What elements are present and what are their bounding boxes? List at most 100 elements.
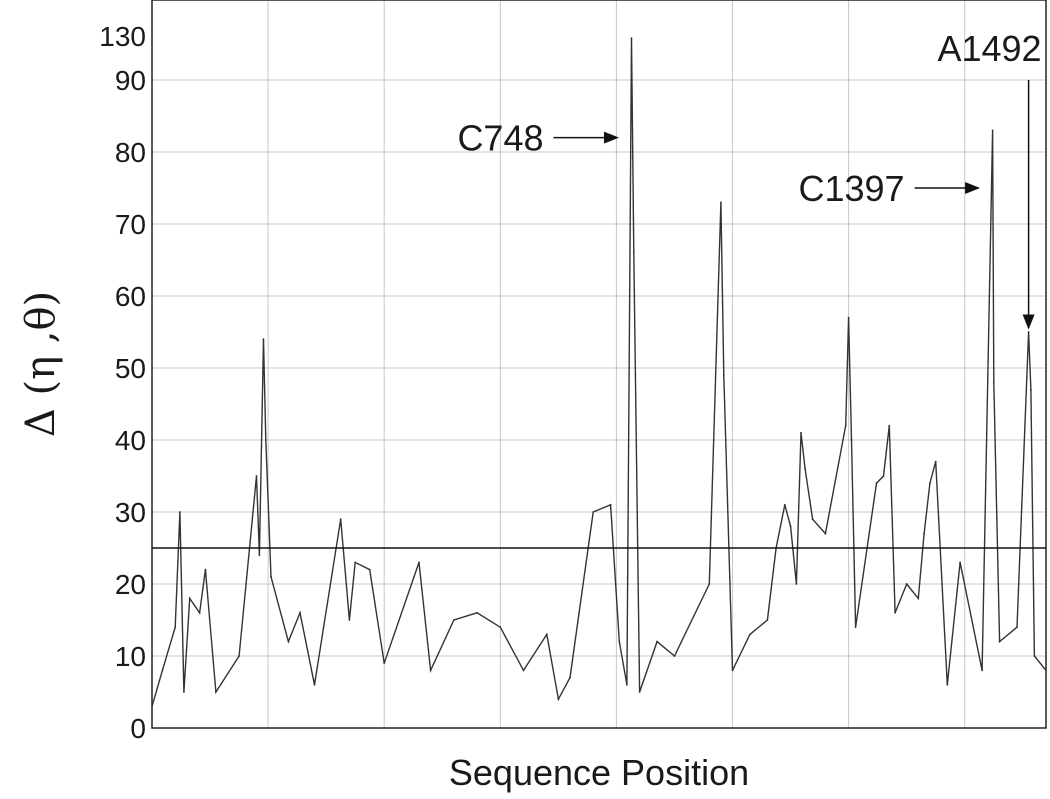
- data-point: [946, 683, 949, 686]
- y-tick-label: 80: [115, 137, 146, 168]
- data-point: [656, 640, 658, 643]
- annotation-label: A1492: [937, 28, 1041, 69]
- y-tick-label: 30: [115, 497, 146, 528]
- data-point: [262, 338, 265, 341]
- data-point: [630, 37, 633, 40]
- data-point: [368, 568, 371, 571]
- data-point: [255, 475, 258, 477]
- data-point: [383, 662, 386, 665]
- data-point: [1030, 388, 1032, 391]
- data-point: [522, 669, 525, 672]
- data-point: [720, 201, 722, 204]
- data-point: [545, 633, 548, 636]
- annotation-label: C748: [457, 118, 543, 159]
- data-point: [429, 669, 432, 672]
- data-point: [452, 619, 455, 621]
- data-point: [1027, 331, 1030, 333]
- data-point: [354, 561, 357, 564]
- data-point: [1016, 626, 1018, 629]
- y-tick-label: 60: [115, 281, 146, 312]
- data-point: [917, 597, 920, 600]
- data-point: [632, 251, 635, 254]
- data-point: [928, 482, 931, 485]
- data-point: [238, 655, 240, 657]
- data-point: [854, 626, 857, 629]
- data-point: [174, 626, 177, 629]
- annotations: C748 C1397 A1492: [457, 28, 1042, 330]
- data-point: [339, 518, 342, 521]
- data-point: [749, 633, 751, 636]
- data-point: [161, 669, 164, 672]
- y-tick-labels: 0 10 20 30 40 50 60 70 80 90 130: [99, 21, 146, 744]
- data-point: [188, 597, 191, 600]
- data-point: [824, 532, 827, 535]
- data-point: [959, 561, 961, 564]
- data-point: [847, 316, 850, 319]
- data-point: [998, 640, 1001, 643]
- data-point: [204, 568, 207, 571]
- data-point: [183, 691, 185, 693]
- y-tick-label: 90: [115, 65, 146, 96]
- y-tick-label: 70: [115, 209, 146, 240]
- grid: [152, 0, 1046, 728]
- data-point: [888, 424, 891, 427]
- data-point: [1033, 655, 1036, 657]
- data-point: [264, 439, 267, 441]
- data-point: [625, 683, 628, 686]
- y-tick-label: 50: [115, 353, 146, 384]
- data-point: [882, 475, 885, 477]
- data-point: [270, 575, 272, 578]
- signal-series: [151, 37, 1047, 708]
- data-point: [731, 669, 734, 672]
- data-point: [638, 691, 641, 693]
- data-point: [934, 460, 937, 463]
- data-point: [789, 525, 792, 528]
- plot-area: [151, 0, 1047, 729]
- annotation: A1492: [937, 28, 1042, 330]
- data-point: [795, 583, 798, 585]
- x-axis-title: Sequence Position: [449, 752, 749, 793]
- data-point: [673, 655, 676, 657]
- data-point: [178, 511, 181, 513]
- data-point: [198, 611, 201, 614]
- data-point: [1045, 669, 1047, 672]
- data-point: [348, 619, 351, 621]
- data-point: [875, 482, 878, 485]
- data-point: [800, 431, 802, 434]
- annotation: C748: [457, 118, 620, 159]
- data-point: [418, 561, 420, 564]
- data-point: [499, 626, 502, 629]
- data-point: [151, 705, 153, 708]
- data-point: [557, 698, 560, 701]
- data-point: [592, 511, 595, 513]
- data-point: [214, 691, 217, 693]
- data-point: [923, 532, 925, 535]
- data-point: [905, 583, 908, 585]
- y-axis-title: Δ (η ,θ): [18, 291, 64, 437]
- data-point: [722, 374, 725, 377]
- data-point: [299, 611, 301, 614]
- data-point: [258, 554, 261, 557]
- data-point: [981, 669, 984, 672]
- data-point: [569, 676, 571, 679]
- data-point: [766, 619, 769, 621]
- data-point: [708, 583, 711, 585]
- annotation-label: C1397: [798, 168, 904, 209]
- data-point: [850, 439, 853, 441]
- y-tick-label: 0: [130, 713, 146, 744]
- data-point: [287, 640, 290, 643]
- data-point: [804, 467, 806, 470]
- y-tick-label: 40: [115, 425, 146, 456]
- data-point: [476, 611, 478, 614]
- data-point: [991, 129, 994, 132]
- data-point: [313, 683, 316, 686]
- annotation: C1397: [798, 168, 981, 209]
- series-line: [151, 38, 1047, 707]
- data-point: [894, 611, 896, 614]
- y-tick-label: 130: [99, 21, 146, 52]
- data-point: [609, 503, 612, 506]
- data-point: [992, 381, 995, 384]
- data-point: [844, 424, 847, 427]
- data-point: [783, 503, 786, 506]
